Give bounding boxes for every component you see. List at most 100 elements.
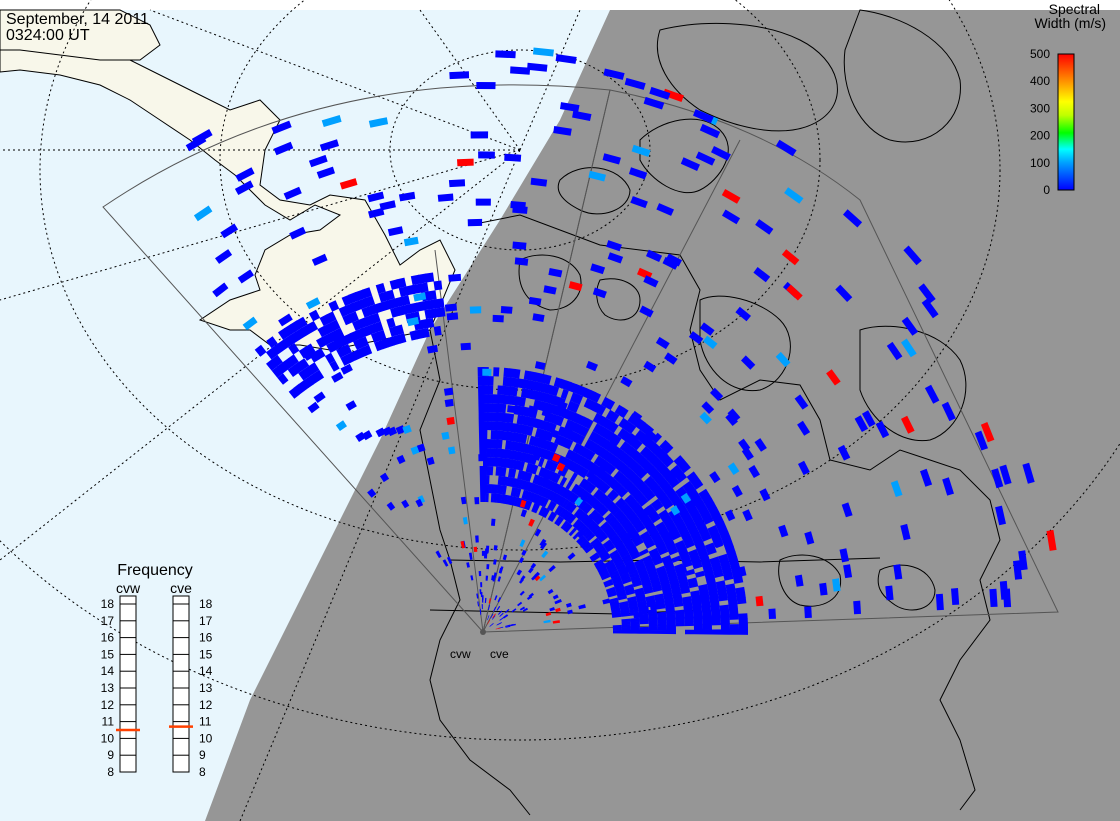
backscatter-cell [862,410,876,428]
backscatter-cell [340,363,353,375]
backscatter-cell [569,472,578,483]
backscatter-cell [687,577,698,585]
backscatter-cell [549,423,557,434]
backscatter-cell [589,498,599,508]
backscatter-cell [653,558,663,566]
backscatter-cell [584,531,594,540]
backscatter-cell [641,516,651,525]
colorbar-tick-label: 500 [1030,47,1050,61]
backscatter-cell [552,483,560,493]
backscatter-cell [579,446,589,457]
backscatter-cell [621,453,631,464]
backscatter-cell [682,536,694,545]
backscatter-cell [308,373,319,385]
backscatter-cell [499,617,504,621]
backscatter-cell [555,54,577,64]
backscatter-cell [390,307,400,318]
frequency-scale-label: 8 [199,765,206,779]
backscatter-cell [482,376,489,386]
backscatter-cell [417,273,428,284]
backscatter-cell [597,415,607,426]
backscatter-cell [592,392,602,403]
backscatter-cell [794,394,809,410]
backscatter-cell [643,475,654,486]
backscatter-cell [690,590,700,597]
backscatter-cell [786,284,803,301]
backscatter-cell [662,587,672,594]
backscatter-cell [657,525,668,534]
backscatter-cell [561,487,569,498]
backscatter-cell [613,470,623,481]
backscatter-cell [556,517,564,527]
backscatter-cell [547,451,555,462]
backscatter-cell [534,575,541,582]
backscatter-cell [684,612,694,619]
backscatter-cell [565,439,574,450]
backscatter-cell [620,376,633,388]
backscatter-cell [843,209,863,228]
backscatter-cell [639,305,654,318]
backscatter-cell [1046,529,1057,551]
backscatter-cell [561,509,570,519]
backscatter-cell [493,545,498,551]
backscatter-cell [478,385,484,394]
backscatter-cell [535,485,542,495]
backscatter-cell [684,621,694,627]
backscatter-cell [539,538,547,547]
backscatter-cell [719,531,731,540]
backscatter-cell [664,540,675,548]
backscatter-cell [572,412,581,424]
backscatter-cell [633,612,641,619]
backscatter-cell [482,595,484,601]
backscatter-cell [491,518,496,526]
backscatter-cell [540,487,548,497]
backscatter-cell [645,595,655,601]
backscatter-cell [254,344,267,357]
backscatter-cell [412,283,422,294]
backscatter-cell [571,495,580,505]
backscatter-cell [524,490,530,501]
backscatter-cell [610,572,620,580]
backscatter-cell [679,528,690,537]
backscatter-cell [618,601,629,606]
backscatter-cell [528,567,534,574]
backscatter-cell [582,458,591,469]
backscatter-cell [460,496,467,505]
backscatter-cell [298,380,310,392]
backscatter-cell [629,571,639,579]
backscatter-cell [651,432,662,444]
frequency-scale-label: 9 [107,748,114,762]
backscatter-cell [597,566,607,574]
backscatter-cell [496,484,501,494]
backscatter-cell [479,439,484,448]
backscatter-cell [592,500,602,510]
backscatter-cell [636,597,646,603]
backscatter-cell [379,472,390,483]
backscatter-cell [331,338,343,350]
backscatter-cell [555,607,561,613]
backscatter-cell [613,630,622,634]
backscatter-cell [610,445,621,456]
backscatter-cell [503,422,509,432]
backscatter-cell [483,466,487,475]
backscatter-cell [596,547,607,555]
backscatter-cell [617,500,627,510]
backscatter-cell [500,476,506,486]
backscatter-cell [582,528,592,538]
backscatter-cell [692,515,704,525]
backscatter-cell [662,484,673,494]
backscatter-cell [775,139,797,157]
backscatter-cell [633,521,644,530]
backscatter-cell [602,523,612,533]
backscatter-cell [618,488,629,498]
backscatter-cell [499,421,505,431]
backscatter-cell [368,117,389,128]
backscatter-cell [566,602,572,608]
backscatter-cell [684,540,695,549]
backscatter-cell [628,459,638,470]
backscatter-cell [656,476,667,487]
backscatter-cell [921,298,939,319]
backscatter-cell [567,460,576,471]
backscatter-cell [644,429,657,441]
